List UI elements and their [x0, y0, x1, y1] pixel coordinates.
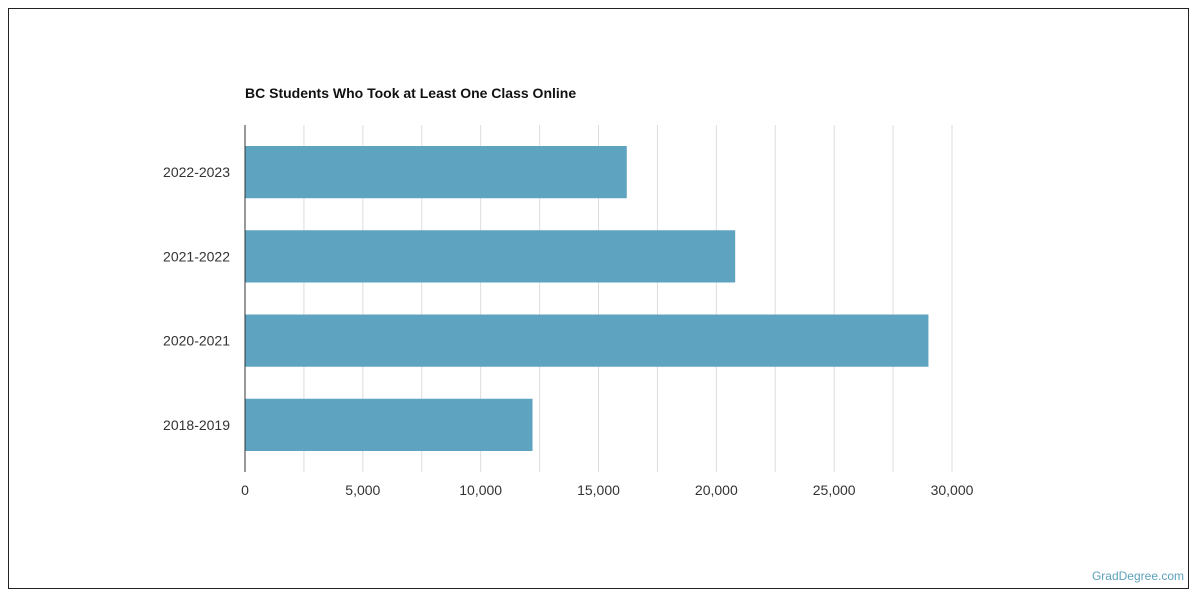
y-tick-label: 2021-2022 [163, 248, 230, 264]
bar-2018-2019 [245, 398, 533, 451]
y-tick-label: 2022-2023 [163, 164, 230, 180]
bar-2022-2023 [245, 146, 627, 199]
x-tick-label: 0 [241, 482, 249, 498]
y-tick-label: 2018-2019 [163, 417, 230, 433]
x-tick-label: 15,000 [577, 482, 620, 498]
y-tick-label: 2020-2021 [163, 333, 230, 349]
bar-2021-2022 [245, 230, 736, 283]
site-credit[interactable]: GradDegree.com [1091, 569, 1184, 583]
x-tick-label: 10,000 [459, 482, 502, 498]
x-tick-label: 20,000 [695, 482, 738, 498]
chart-title: BC Students Who Took at Least One Class … [245, 85, 577, 101]
x-tick-label: 25,000 [813, 482, 856, 498]
bar-2020-2021 [245, 314, 929, 367]
x-tick-label: 5,000 [345, 482, 380, 498]
x-tick-label: 30,000 [931, 482, 974, 498]
